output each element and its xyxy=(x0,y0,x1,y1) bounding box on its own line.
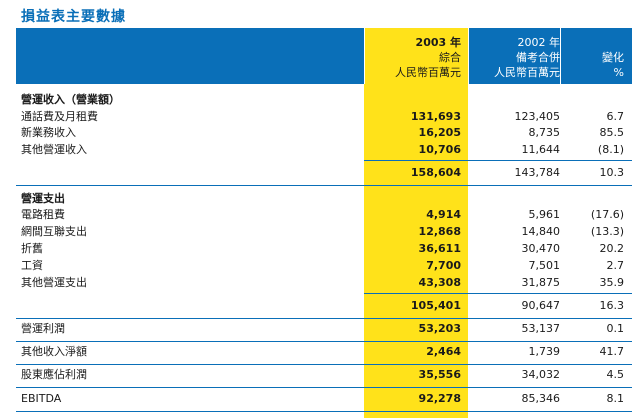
table-header xyxy=(16,28,632,84)
value-2002: 31,875 xyxy=(521,276,561,289)
value-2002: 34,032 xyxy=(521,368,561,381)
row-label: 股東應佔利潤 xyxy=(21,368,87,381)
value-change: (13.3) xyxy=(590,225,624,238)
header-2002-year: 2002 年 xyxy=(517,36,561,49)
header-change-label: 變化 xyxy=(602,51,624,64)
header-divider xyxy=(560,28,561,84)
header-divider xyxy=(364,28,365,84)
value-change: 41.7 xyxy=(599,345,625,358)
row-label: 折舊 xyxy=(21,242,43,255)
value-change: 8.1 xyxy=(606,392,625,405)
header-2002-unit: 人民幣百萬元 xyxy=(494,66,560,79)
value-change: 4.5 xyxy=(606,368,625,381)
table-row: 其他收入淨額 2,464 1,739 41.7 xyxy=(16,344,632,359)
section-heading-revenue: 營運收入（營業額） xyxy=(16,92,632,107)
section-heading-expenses: 營運支出 xyxy=(16,191,632,206)
row-label: 營運利潤 xyxy=(21,322,65,335)
value-change: 35.9 xyxy=(599,276,625,289)
table-row: 工資 7,700 7,501 2.7 xyxy=(16,258,632,273)
value-2003: 35,556 xyxy=(418,368,461,381)
value-2002: 7,501 xyxy=(528,259,561,272)
value-2002: 85,346 xyxy=(521,392,561,405)
value-2003: 92,278 xyxy=(418,392,461,405)
header-2003-basis: 綜合 xyxy=(439,51,461,64)
header-change: 變化 % xyxy=(560,35,624,83)
value-2003: 36,611 xyxy=(418,242,461,255)
value-change: 6.7 xyxy=(606,110,625,123)
revenue-heading: 營運收入（營業額） xyxy=(21,93,120,106)
value-2003: 4,914 xyxy=(426,208,461,221)
table-row: 其他營運收入 10,706 11,644 (8.1) xyxy=(16,142,632,157)
expenses-total-row: 105,401 90,647 16.3 xyxy=(16,298,632,313)
header-2003: 2003 年 綜合 人民幣百萬元 xyxy=(364,35,461,83)
table-row: 通話費及月租費 131,693 123,405 6.7 xyxy=(16,109,632,124)
value-change: 20.2 xyxy=(599,242,625,255)
value-change: 16.3 xyxy=(599,299,625,312)
table-row: 其他營運支出 43,308 31,875 35.9 xyxy=(16,275,632,290)
value-2002: 53,137 xyxy=(521,322,561,335)
value-2003: 131,693 xyxy=(410,110,461,123)
value-2002: 143,784 xyxy=(514,166,561,179)
table-row: EBITDA 92,278 85,346 8.1 xyxy=(16,391,632,406)
subtotal-rule xyxy=(364,293,632,294)
value-2002: 90,647 xyxy=(521,299,561,312)
section-rule xyxy=(16,387,632,388)
value-change: (17.6) xyxy=(590,208,624,221)
table-row: 折舊 36,611 30,470 20.2 xyxy=(16,241,632,256)
row-label: 其他營運收入 xyxy=(21,143,87,156)
row-label: 通話費及月租費 xyxy=(21,110,98,123)
row-label: 電路租費 xyxy=(21,208,65,221)
value-change: (8.1) xyxy=(597,143,624,156)
table-row: 營運利潤 53,203 53,137 0.1 xyxy=(16,321,632,336)
table-row: 新業務收入 16,205 8,735 85.5 xyxy=(16,125,632,140)
row-label: 其他收入淨額 xyxy=(21,345,87,358)
value-change: 85.5 xyxy=(599,126,625,139)
value-2002: 30,470 xyxy=(521,242,561,255)
highlight-column-2003 xyxy=(364,28,468,418)
value-2002: 5,961 xyxy=(528,208,561,221)
revenue-total-row: 158,604 143,784 10.3 xyxy=(16,165,632,180)
header-2002: 2002 年 備考合併 人民幣百萬元 xyxy=(468,35,560,83)
value-change: 2.7 xyxy=(606,259,625,272)
header-change-unit: % xyxy=(613,66,624,79)
header-2002-basis: 備考合併 xyxy=(516,51,560,64)
value-2002: 8,735 xyxy=(528,126,561,139)
value-2002: 11,644 xyxy=(521,143,561,156)
value-2003: 158,604 xyxy=(410,166,461,179)
value-2003: 12,868 xyxy=(418,225,461,238)
value-2003: 16,205 xyxy=(418,126,461,139)
row-label: 工資 xyxy=(21,259,43,272)
table-row: 網間互聯支出 12,868 14,840 (13.3) xyxy=(16,224,632,239)
table-row: 電路租費 4,914 5,961 (17.6) xyxy=(16,207,632,222)
value-2003: 43,308 xyxy=(418,276,461,289)
row-label: 網間互聯支出 xyxy=(21,225,87,238)
subtotal-rule xyxy=(364,160,632,161)
section-rule xyxy=(16,364,632,365)
value-2002: 14,840 xyxy=(521,225,561,238)
table-row: 股東應佔利潤 35,556 34,032 4.5 xyxy=(16,367,632,382)
header-2003-unit: 人民幣百萬元 xyxy=(395,66,461,79)
section-rule xyxy=(16,185,632,186)
value-2003: 7,700 xyxy=(426,259,461,272)
value-2002: 123,405 xyxy=(514,110,561,123)
value-2002: 1,739 xyxy=(528,345,561,358)
section-rule xyxy=(16,341,632,342)
row-label: 新業務收入 xyxy=(21,126,76,139)
bottom-rule xyxy=(16,411,632,412)
value-change: 10.3 xyxy=(599,166,625,179)
value-2003: 2,464 xyxy=(426,345,461,358)
header-divider xyxy=(468,28,469,84)
income-statement-table: 2003 年 綜合 人民幣百萬元 2002 年 備考合併 人民幣百萬元 變化 %… xyxy=(16,28,632,418)
value-2003: 10,706 xyxy=(418,143,461,156)
value-2003: 105,401 xyxy=(410,299,461,312)
row-label: EBITDA xyxy=(21,392,62,405)
expenses-heading: 營運支出 xyxy=(21,192,65,205)
value-2003: 53,203 xyxy=(418,322,461,335)
row-label: 其他營運支出 xyxy=(21,276,87,289)
value-change: 0.1 xyxy=(606,322,625,335)
section-rule xyxy=(16,318,632,319)
page-title: 損益表主要數據 xyxy=(21,9,126,25)
header-2003-year: 2003 年 xyxy=(415,36,461,49)
